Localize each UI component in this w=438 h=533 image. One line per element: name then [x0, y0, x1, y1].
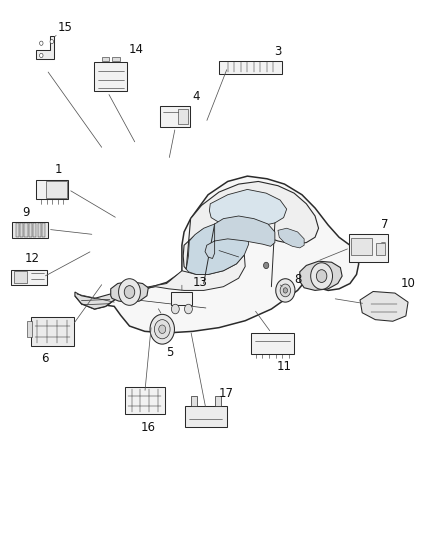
Polygon shape [75, 176, 359, 333]
Bar [94, 62, 127, 91]
Bar [46, 181, 67, 198]
Text: 12: 12 [25, 253, 40, 265]
Text: 13: 13 [193, 276, 208, 289]
Bar [251, 333, 293, 354]
Bar [29, 223, 32, 237]
Bar [102, 57, 110, 61]
Circle shape [150, 314, 174, 344]
Circle shape [276, 279, 295, 302]
Bar [160, 106, 190, 127]
Text: 4: 4 [192, 90, 199, 103]
Bar [125, 386, 165, 414]
Text: 5: 5 [166, 346, 174, 359]
Circle shape [311, 263, 332, 289]
Bar [38, 223, 41, 237]
Bar [376, 243, 385, 255]
Circle shape [39, 53, 43, 58]
Polygon shape [209, 189, 287, 228]
Bar [27, 321, 32, 337]
Bar [33, 223, 36, 237]
Circle shape [280, 284, 290, 297]
Circle shape [124, 286, 135, 298]
Bar [25, 223, 28, 237]
Polygon shape [186, 224, 249, 274]
Bar [349, 234, 388, 262]
Circle shape [171, 304, 179, 314]
Circle shape [159, 325, 166, 334]
Bar [36, 180, 68, 199]
Bar [12, 222, 48, 238]
Text: 7: 7 [381, 218, 389, 231]
Polygon shape [300, 261, 342, 290]
Polygon shape [278, 228, 304, 248]
Polygon shape [191, 396, 197, 406]
Circle shape [119, 279, 141, 305]
Circle shape [39, 41, 43, 45]
Polygon shape [130, 255, 245, 294]
Polygon shape [360, 292, 408, 321]
Bar [11, 270, 47, 285]
Circle shape [50, 39, 53, 44]
Text: 14: 14 [129, 43, 144, 56]
Bar [112, 57, 120, 61]
Text: 15: 15 [57, 21, 72, 34]
Bar [31, 317, 74, 346]
Polygon shape [183, 181, 318, 269]
Circle shape [264, 262, 269, 269]
Text: 3: 3 [275, 45, 282, 58]
Text: 6: 6 [41, 352, 49, 365]
Polygon shape [111, 281, 148, 303]
Polygon shape [215, 396, 221, 406]
Polygon shape [35, 36, 54, 59]
Bar [351, 238, 372, 255]
Bar [184, 406, 227, 426]
Text: 9: 9 [22, 206, 30, 219]
Text: 17: 17 [219, 387, 234, 400]
Text: 11: 11 [277, 360, 292, 373]
Circle shape [154, 320, 170, 339]
Text: 8: 8 [294, 273, 301, 286]
Polygon shape [205, 216, 275, 259]
Bar [16, 223, 19, 237]
Bar [171, 292, 192, 305]
Bar [14, 271, 27, 283]
Bar [178, 109, 188, 124]
Bar [20, 223, 23, 237]
Circle shape [316, 270, 327, 282]
Circle shape [184, 304, 192, 314]
Bar [42, 223, 45, 237]
Circle shape [283, 288, 288, 293]
Polygon shape [75, 292, 119, 309]
Text: 10: 10 [401, 277, 416, 290]
Bar [219, 61, 282, 74]
Text: 16: 16 [141, 421, 155, 434]
Text: 1: 1 [54, 163, 62, 176]
